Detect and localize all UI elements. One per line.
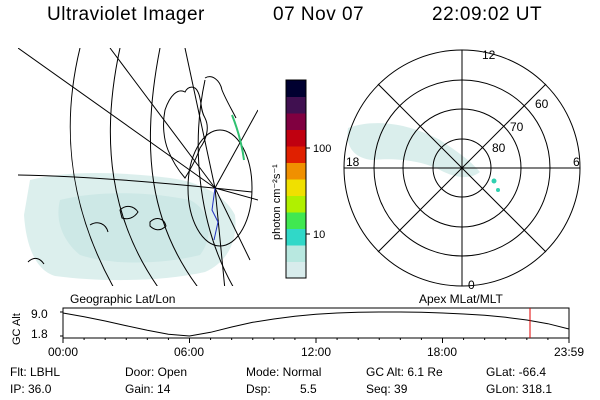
- colorbar-stripes: [286, 80, 306, 279]
- mlt-label-0: 0: [468, 278, 475, 292]
- status-seq: Seq: 39: [366, 382, 408, 396]
- time-label: 22:09:02 UT: [432, 4, 543, 25]
- colorbar-stripe: [286, 146, 306, 163]
- colorbar-unit-label: photon cm⁻²s⁻¹: [271, 164, 283, 240]
- colorbar-stripe: [286, 113, 306, 130]
- colorbar-stripe: [286, 96, 306, 114]
- polar-aurora-glow: [347, 123, 480, 178]
- geo-limb-edge: [231, 114, 245, 161]
- xtick-label-1: 06:00: [174, 345, 204, 359]
- polar-plot: 12 18 6 0 60 70 80: [343, 48, 581, 292]
- colorbar-stripe: [286, 80, 306, 97]
- colorbar-stripe: [286, 228, 306, 246]
- status-mode: Mode: Normal: [246, 365, 321, 379]
- status-gain: Gain: 14: [125, 382, 171, 396]
- mlat-label-80: 80: [492, 141, 506, 155]
- colorbar: 100 10 photon cm⁻²s⁻¹: [271, 79, 331, 279]
- mlat-label-70: 70: [510, 120, 524, 134]
- colorbar-tick-label-100: 100: [313, 143, 331, 155]
- satellite-track: [211, 187, 219, 241]
- mlt-label-12: 12: [482, 48, 496, 62]
- xtick-label-4: 23:59: [554, 345, 584, 359]
- colorbar-stripe: [286, 162, 306, 180]
- status-glon: GLon: 318.1: [486, 382, 552, 396]
- status-door: Door: Open: [125, 365, 187, 379]
- status-dsp-label: Dsp:: [246, 382, 271, 396]
- latitude-lines: [18, 48, 253, 286]
- polar-plot-label: Apex MLat/MLT: [419, 292, 503, 306]
- gc-alt-chart: GC Alt 9.0 1.8 00:00 06:00 12:00 18:00 2…: [11, 307, 584, 359]
- polar-grid: [343, 49, 581, 287]
- geo-map-label: Geographic Lat/Lon: [70, 292, 175, 306]
- ytick-label-bottom: 1.8: [31, 327, 48, 341]
- coastlines: [27, 76, 237, 265]
- colorbar-tick-label-10: 10: [313, 229, 325, 241]
- colorbar-stripe: [286, 212, 306, 229]
- geo-map: [18, 48, 258, 286]
- mlt-label-6: 6: [573, 155, 580, 169]
- status-ip: IP: 36.0: [10, 382, 52, 396]
- xtick-label-2: 12:00: [301, 345, 331, 359]
- geo-aurora-glow-inner: [58, 193, 209, 263]
- instrument-title: Ultraviolet Imager: [47, 4, 205, 25]
- polar-aurora-spot-1: [491, 178, 497, 184]
- ytick-label-top: 9.0: [31, 307, 48, 321]
- mlt-label-18: 18: [346, 155, 360, 169]
- chart-ylabel: GC Alt: [11, 313, 23, 345]
- colorbar-stripe: [286, 245, 306, 262]
- status-filter: Flt: LBHL: [10, 365, 60, 379]
- xtick-marks: [62, 338, 570, 343]
- xtick-label-3: 18:00: [427, 345, 457, 359]
- colorbar-stripe: [286, 261, 306, 279]
- status-glat: GLat: -66.4: [486, 365, 546, 379]
- status-dsp-value: 5.5: [300, 382, 317, 396]
- mlat-label-60: 60: [535, 97, 549, 111]
- longitude-lines: [18, 48, 258, 286]
- date-label: 07 Nov 07: [273, 4, 365, 25]
- polar-aurora-spot-2: [496, 188, 500, 192]
- colorbar-stripe: [286, 179, 306, 196]
- gc-alt-series-line: [62, 311, 570, 337]
- colorbar-frame: [285, 79, 307, 279]
- status-gc-alt: GC Alt: 6.1 Re: [366, 365, 443, 379]
- colorbar-stripe: [286, 129, 306, 147]
- xtick-label-0: 00:00: [48, 345, 78, 359]
- chart-frame: [62, 307, 570, 339]
- colorbar-stripe: [286, 195, 306, 213]
- status-block: Flt: LBHL Door: Open Mode: Normal GC Alt…: [10, 365, 552, 396]
